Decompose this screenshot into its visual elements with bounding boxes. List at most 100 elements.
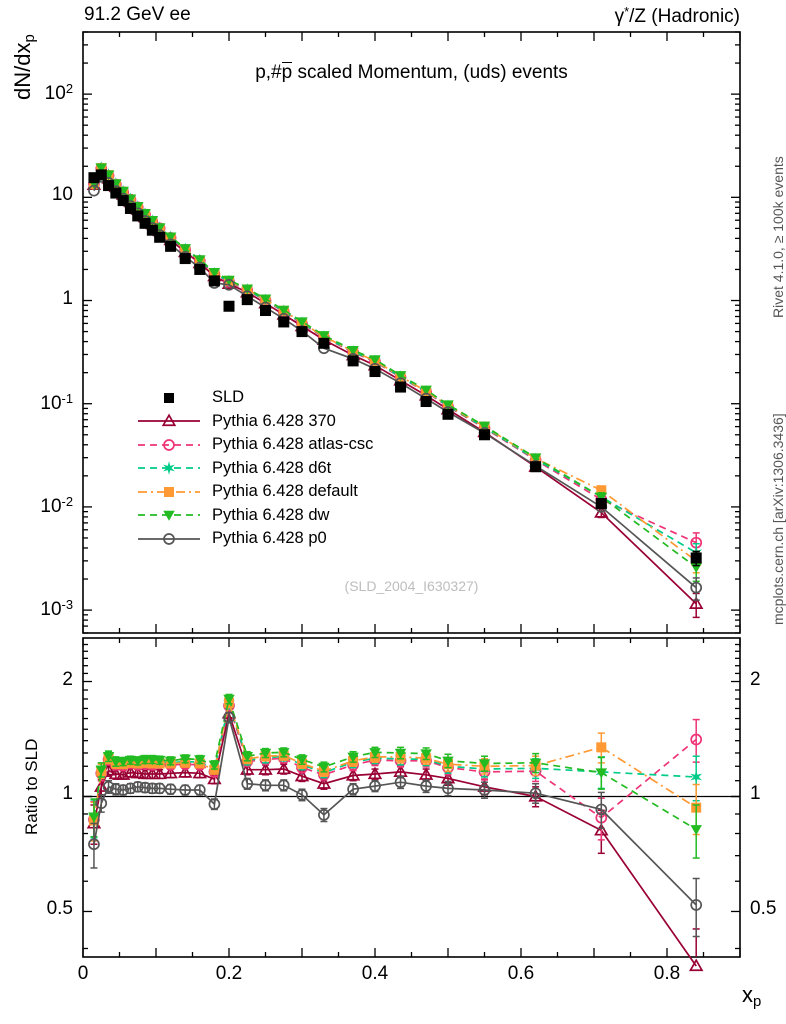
data-marker (153, 782, 166, 795)
data-marker (690, 552, 702, 564)
ratio-y-tick-label-right-1: 1 (750, 783, 761, 805)
x-tick-label-bottom-2: 0.4 (361, 963, 389, 984)
legend-key-dw (138, 505, 200, 525)
data-marker (296, 326, 308, 338)
data-marker (102, 751, 115, 762)
data-marker (442, 756, 454, 767)
data-marker (347, 355, 359, 367)
main-y-tick-label-0: 102 (44, 81, 73, 104)
data-marker (278, 305, 290, 316)
data-marker (163, 438, 175, 451)
data-marker (164, 783, 177, 796)
data-marker (347, 783, 359, 796)
legend-key-p370 (138, 411, 200, 431)
data-marker (394, 748, 407, 759)
data-marker (690, 581, 703, 594)
data-marker (241, 284, 253, 295)
data-marker (347, 752, 359, 763)
data-marker (223, 300, 235, 312)
data-marker (318, 337, 330, 349)
data-marker (420, 749, 432, 760)
data-marker (318, 809, 330, 821)
data-marker (278, 748, 290, 759)
main-y-tick-label-3: 10-1 (40, 390, 73, 414)
legend-item-default[interactable]: Pythia 6.428 default (138, 480, 373, 504)
data-marker (177, 765, 193, 778)
data-marker (296, 788, 308, 801)
data-marker (241, 751, 253, 762)
data-marker (259, 748, 272, 759)
x-axis-title-text: x (742, 982, 753, 1007)
series-line (93, 166, 697, 562)
legend-item-dw[interactable]: Pythia 6.428 dw (138, 504, 373, 528)
data-marker (103, 180, 115, 192)
data-marker (137, 766, 153, 780)
main-y-tick-label-4: 10-2 (40, 493, 73, 517)
data-marker (163, 532, 175, 545)
process-rest: /Z (Hadronic) (629, 5, 740, 27)
legend-label-d6t: Pythia 6.428 d6t (212, 458, 332, 477)
data-marker (420, 385, 432, 396)
data-marker (442, 782, 454, 795)
data-marker (316, 776, 332, 789)
legend-label-p370: Pythia 6.428 370 (212, 411, 336, 430)
legend-label-dw: Pythia 6.428 dw (212, 505, 330, 524)
data-marker (208, 760, 221, 771)
data-marker (109, 783, 122, 796)
data-marker (164, 756, 177, 767)
legend-item-atlas_csc[interactable]: Pythia 6.428 atlas-csc (138, 433, 373, 457)
legend-item-d6t[interactable]: Pythia 6.428 d6t (138, 457, 373, 481)
data-marker (153, 755, 166, 766)
data-marker (124, 782, 137, 795)
data-marker (223, 275, 235, 286)
data-marker (276, 761, 291, 775)
data-marker (420, 780, 432, 792)
data-marker (278, 316, 290, 328)
legend-item-p0[interactable]: Pythia 6.428 p0 (138, 527, 373, 551)
data-marker (88, 812, 100, 823)
data-marker (145, 766, 160, 780)
data-marker (124, 202, 136, 214)
x-tick-label-bottom-0: 0 (77, 963, 89, 984)
process-star: * (624, 4, 630, 19)
data-marker (139, 217, 151, 229)
data-marker (530, 461, 542, 473)
data-marker (241, 294, 253, 306)
data-marker (161, 413, 177, 427)
data-marker (294, 768, 310, 782)
data-marker (394, 371, 407, 382)
data-marker (688, 958, 704, 972)
plot-title-post: scaled Momentum, (uds) events (292, 62, 568, 83)
data-marker (102, 780, 115, 793)
data-marker (595, 768, 608, 779)
data-marker (132, 756, 144, 767)
data-marker (179, 244, 191, 255)
data-marker (110, 757, 122, 768)
data-marker (420, 396, 432, 408)
data-marker (690, 825, 702, 836)
x-tick-label-bottom-3: 0.6 (507, 963, 535, 984)
data-marker (163, 461, 175, 475)
data-marker (208, 798, 221, 810)
data-marker (154, 231, 166, 243)
series-pythia-6-428-p0 (88, 711, 703, 938)
ratio-y-tick-label-right-0: 2 (750, 668, 761, 690)
data-marker (596, 485, 607, 496)
data-marker (146, 224, 158, 236)
data-marker (179, 754, 191, 765)
data-marker (193, 784, 206, 796)
data-marker (164, 486, 174, 497)
data-marker (277, 779, 290, 792)
legend-item-p370[interactable]: Pythia 6.428 370 (138, 410, 373, 434)
data-marker (690, 733, 703, 746)
data-marker (117, 757, 129, 768)
legend-key-p0 (138, 529, 200, 549)
legend-item-sld[interactable]: SLD (138, 386, 373, 410)
data-marker (163, 765, 178, 779)
data-marker (442, 408, 454, 420)
data-marker (123, 765, 138, 778)
data-marker (88, 172, 100, 184)
x-tick-label-bottom-4: 0.8 (653, 963, 681, 984)
